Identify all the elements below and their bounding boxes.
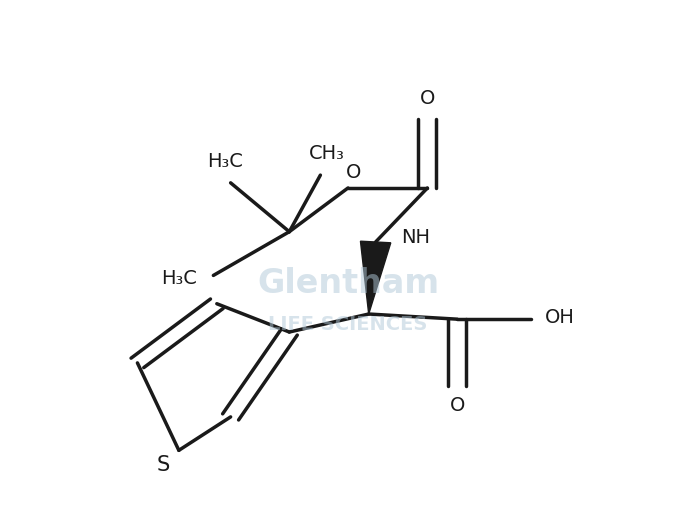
Text: H₃C: H₃C (161, 268, 197, 288)
Text: Glentham: Glentham (257, 267, 439, 300)
Text: OH: OH (545, 308, 575, 327)
Text: H₃C: H₃C (207, 152, 243, 171)
Text: O: O (450, 396, 465, 415)
Text: S: S (157, 455, 171, 475)
Text: O: O (346, 163, 361, 182)
Text: LIFE SCIENCES: LIFE SCIENCES (269, 315, 427, 334)
Text: NH: NH (401, 228, 430, 248)
Text: O: O (420, 89, 435, 109)
Polygon shape (361, 241, 390, 314)
Text: CH₃: CH₃ (309, 144, 345, 163)
